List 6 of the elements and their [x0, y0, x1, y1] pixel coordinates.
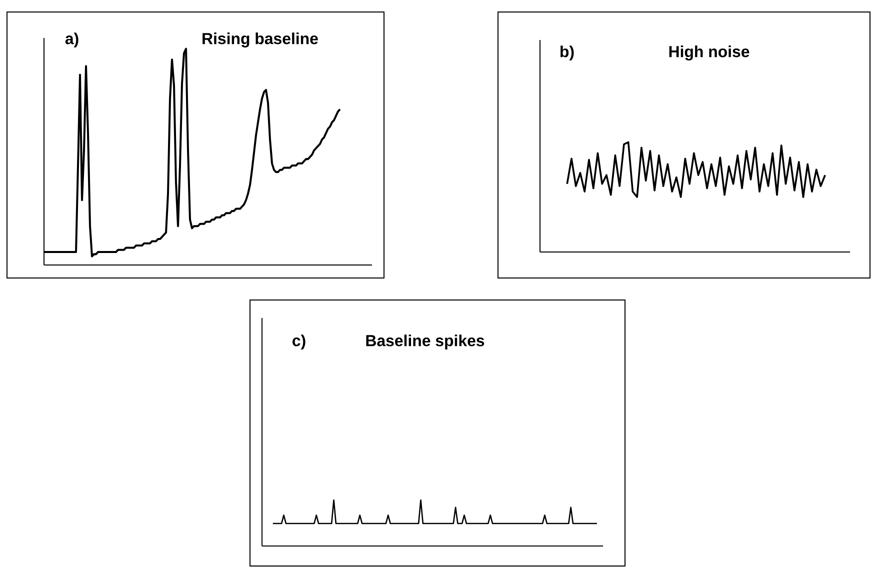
- chart-title: Baseline spikes: [366, 334, 484, 350]
- text: c): [292, 334, 306, 350]
- text: b): [560, 46, 574, 60]
- text: a): [65, 32, 78, 48]
- chart-title: Rising baseline: [202, 32, 318, 48]
- chart-title: High noise: [669, 46, 750, 60]
